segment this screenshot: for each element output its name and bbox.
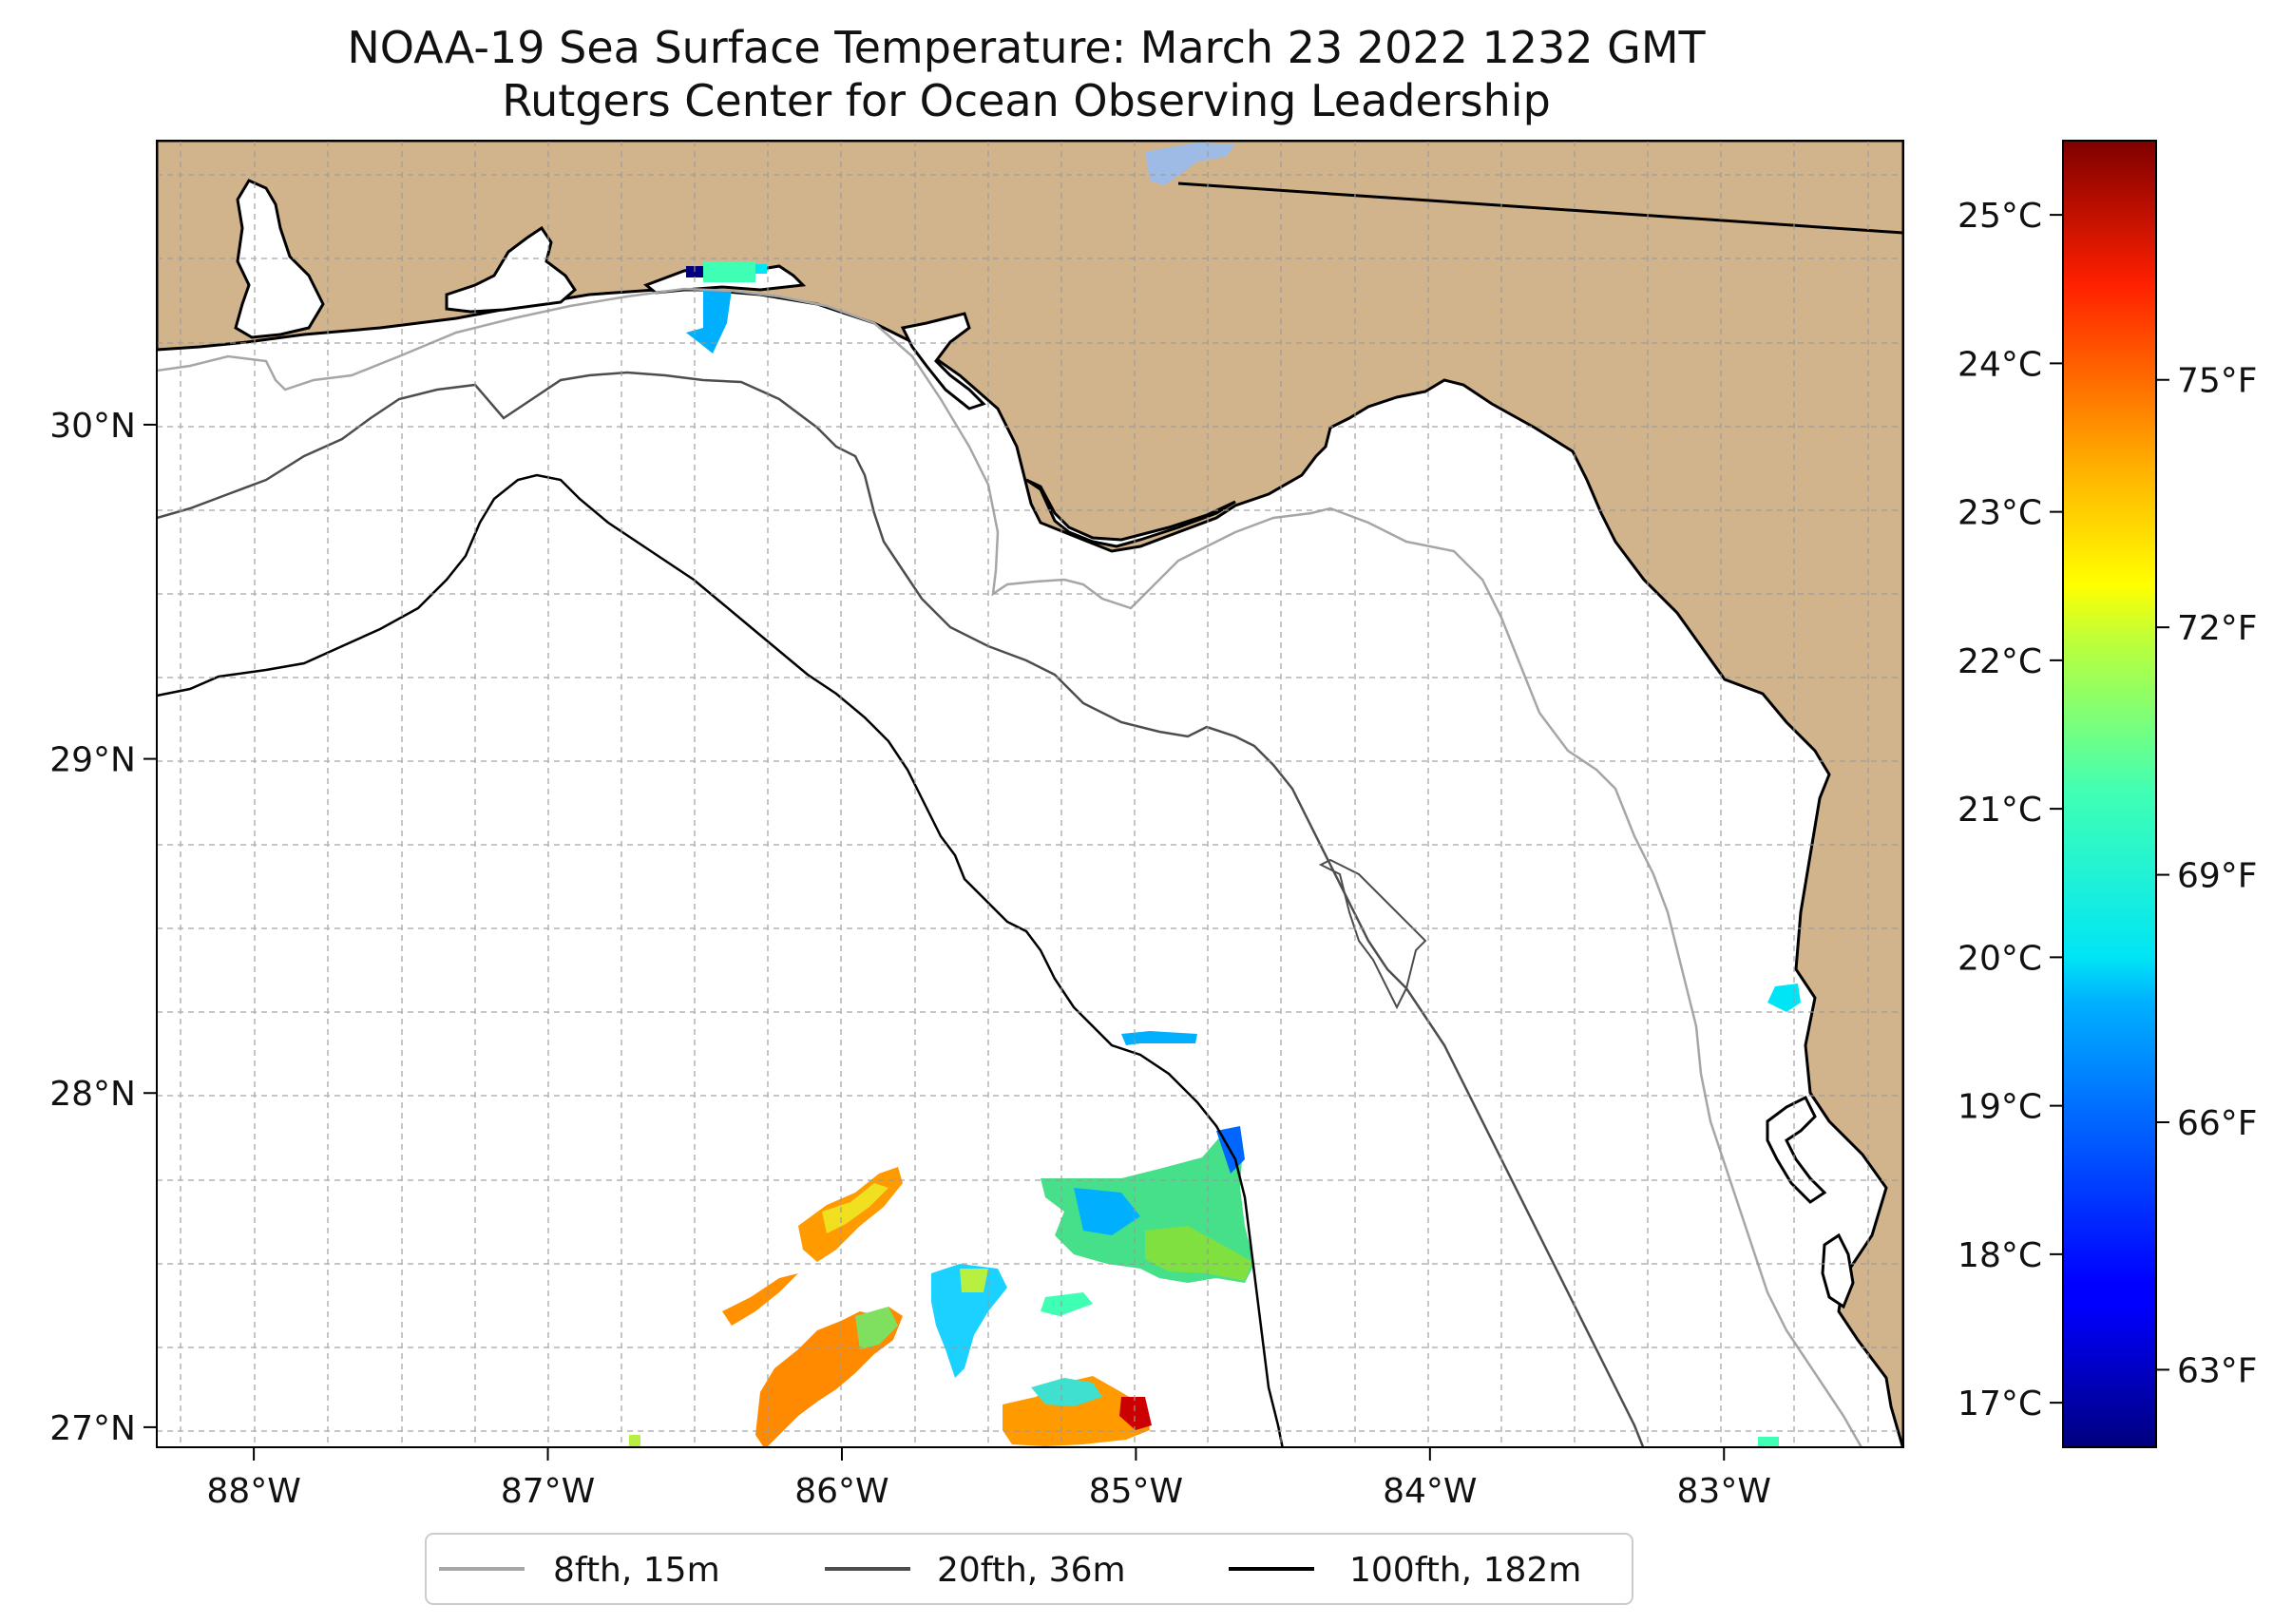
- st-andrew-bay: [900, 312, 986, 411]
- lon-tick-label: 84°W: [1383, 1472, 1477, 1511]
- lon-tick-label: 83°W: [1677, 1472, 1771, 1511]
- pensacola-bay: [445, 225, 577, 314]
- colorbar-celsius-axis: 17°C 18°C 19°C 20°C 21°C 22°C 23°C 24°C 25°C: [1958, 197, 2063, 1423]
- colorbar-celsius-label: 23°C: [1958, 494, 2042, 533]
- map-subtitle: Rutgers Center for Ocean Observing Leade…: [502, 75, 1551, 126]
- legend-label: 8fth, 15m: [553, 1551, 720, 1590]
- lat-tick-label: 30°N: [49, 407, 136, 446]
- map-frame: [156, 140, 1904, 1448]
- mobile-bay: [234, 179, 325, 339]
- isobath-36m-reef: [1318, 858, 1427, 1010]
- isobath-182m: [157, 473, 1284, 1447]
- legend-label: 100fth, 182m: [1349, 1551, 1581, 1590]
- colorbar-celsius-label: 25°C: [1958, 197, 2042, 236]
- latitude-axis: 27°N 28°N 29°N 30°N: [49, 407, 157, 1448]
- lon-tick-label: 88°W: [206, 1472, 300, 1511]
- colorbar-celsius-label: 22°C: [1958, 642, 2042, 681]
- colorbar-fahrenheit-label: 63°F: [2177, 1351, 2258, 1390]
- lat-tick-label: 28°N: [49, 1075, 136, 1114]
- legend-item-15m: 8fth, 15m: [439, 1551, 720, 1590]
- colorbar-fahrenheit-axis: 63°F 66°F 69°F 72°F 75°F: [2156, 362, 2258, 1390]
- colorbar-fahrenheit-label: 75°F: [2177, 362, 2258, 401]
- colorbar: 17°C 18°C 19°C 20°C 21°C 22°C 23°C 24°C 25°C 63°…: [1958, 140, 2258, 1448]
- legend-item-36m: 20fth, 36m: [825, 1551, 1126, 1590]
- state-border: [1177, 182, 1903, 235]
- colorbar-gradient: [2062, 140, 2157, 1448]
- colorbar-celsius-label: 24°C: [1958, 345, 2042, 384]
- colorbar-celsius-label: 19°C: [1958, 1088, 2042, 1127]
- lake-seminole: [1145, 143, 1235, 185]
- sst-patches: [629, 261, 1801, 1447]
- isobath-36m: [157, 371, 1645, 1447]
- legend-box: [425, 1533, 1633, 1605]
- colorbar-celsius-label: 21°C: [1958, 791, 2042, 830]
- lat-tick-label: 29°N: [49, 741, 136, 780]
- colorbar-fahrenheit-label: 69°F: [2177, 857, 2258, 896]
- lon-tick-label: 85°W: [1089, 1472, 1183, 1511]
- lon-tick-label: 87°W: [501, 1472, 595, 1511]
- isobath-15m: [157, 287, 1863, 1447]
- legend-label: 20fth, 36m: [937, 1551, 1126, 1590]
- lat-tick-label: 27°N: [49, 1409, 136, 1448]
- longitude-axis: 88°W 87°W 86°W 85°W 84°W 83°W: [206, 1447, 1771, 1511]
- isobath-legend: 8fth, 15m 20fth, 36m 100fth, 182m: [425, 1533, 1633, 1605]
- map-gridlines: [157, 141, 1903, 1447]
- tampa-bay: [1766, 1095, 1827, 1204]
- map-title: NOAA-19 Sea Surface Temperature: March 2…: [347, 22, 1706, 73]
- charlotte-harbor: [1821, 1232, 1855, 1309]
- colorbar-fahrenheit-label: 72°F: [2177, 609, 2258, 648]
- legend-item-182m: 100fth, 182m: [1229, 1551, 1581, 1590]
- apalachicola-bay: [1025, 478, 1236, 548]
- colorbar-celsius-label: 17°C: [1958, 1385, 2042, 1423]
- colorbar-fahrenheit-label: 66°F: [2177, 1104, 2258, 1143]
- colorbar-celsius-label: 18°C: [1958, 1236, 2042, 1275]
- colorbar-celsius-label: 20°C: [1958, 939, 2042, 978]
- map-panel: [156, 140, 1904, 1448]
- lon-tick-label: 86°W: [794, 1472, 888, 1511]
